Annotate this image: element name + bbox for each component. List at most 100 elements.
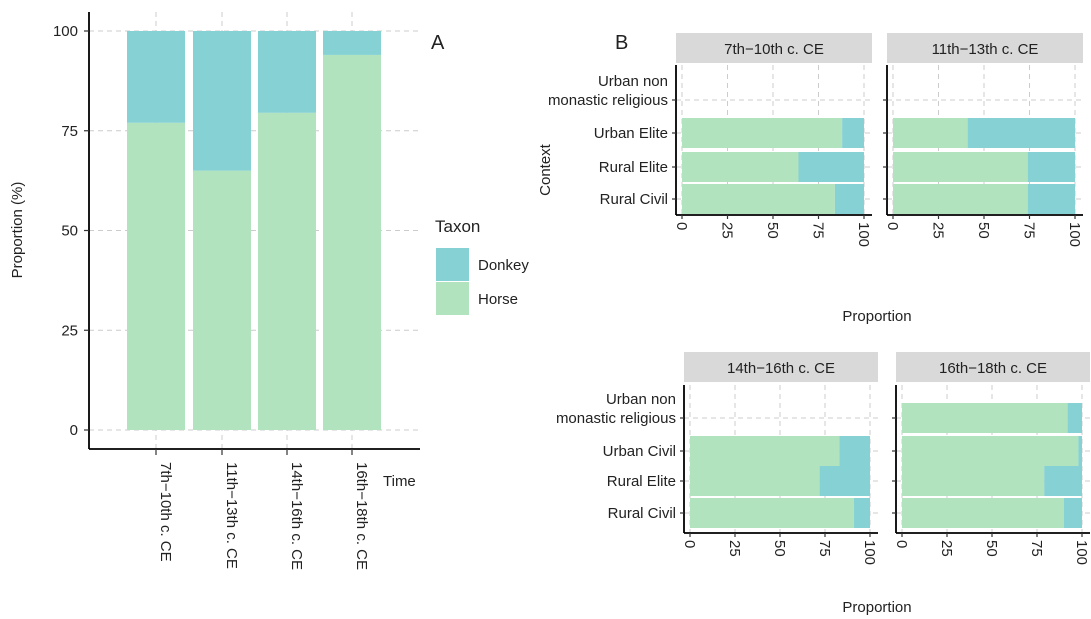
bar-donkey bbox=[819, 466, 870, 496]
x-tick-label: 75 bbox=[816, 540, 833, 557]
facet-title: 7th−10th c. CE bbox=[724, 41, 824, 58]
context-label: Rural Civil bbox=[608, 505, 676, 522]
bar-horse bbox=[893, 118, 968, 148]
facet: 7th−10th c. CE 0 25 50 75 100 bbox=[672, 33, 872, 247]
x-tick-label: 75 bbox=[1028, 540, 1045, 557]
bar-donkey bbox=[127, 31, 185, 123]
x-tick-label: 11th−13th c. CE bbox=[223, 462, 240, 569]
bar-donkey bbox=[798, 152, 864, 182]
legend-title: Taxon bbox=[435, 217, 480, 236]
x-tick-label: 25 bbox=[719, 222, 736, 239]
facet: 14th−16th c. CE 0 25 50 75 100 bbox=[680, 352, 878, 565]
legend-label-horse: Horse bbox=[478, 291, 518, 308]
bar-donkey bbox=[1078, 436, 1082, 466]
panel-b-y-label: Context bbox=[537, 143, 554, 196]
panel-a: 0 25 50 75 100 7th−10th c. CE 11th−13th c. CE… bbox=[9, 12, 529, 570]
panel-b-top-context-labels: Urban non monastic religious Urban Elite Ru… bbox=[548, 73, 668, 208]
bar-donkey bbox=[1027, 152, 1075, 182]
context-label: Rural Civil bbox=[600, 191, 668, 208]
x-tick-label: 16th−18th c. CE bbox=[353, 462, 370, 570]
bar-horse bbox=[682, 184, 835, 214]
facet-strip bbox=[896, 352, 1090, 382]
context-label: Rural Elite bbox=[599, 159, 668, 176]
bar-horse bbox=[902, 436, 1079, 466]
facet-title: 16th−18th c. CE bbox=[939, 360, 1047, 377]
bar-horse bbox=[902, 403, 1068, 433]
y-tick-label: 0 bbox=[70, 422, 78, 439]
facet: 16th−18th c. CE 0 25 50 75 100 bbox=[892, 352, 1090, 565]
y-tick-label: 75 bbox=[61, 123, 78, 140]
bar-horse bbox=[893, 152, 1028, 182]
x-tick-label: 0 bbox=[893, 540, 910, 548]
x-tick-label: 100 bbox=[1073, 540, 1090, 565]
panel-a-y-ticks: 0 25 50 75 100 bbox=[53, 23, 89, 439]
panel-a-tag: A bbox=[431, 32, 445, 54]
legend: Taxon Donkey Horse bbox=[435, 217, 529, 315]
x-tick-label: 0 bbox=[681, 540, 698, 548]
bar-horse bbox=[323, 54, 381, 430]
bar-horse bbox=[258, 112, 316, 431]
panel-a-x-ticks: 7th−10th c. CE 11th−13th c. CE 14th−16th c… bbox=[155, 449, 370, 570]
x-tick-label: 50 bbox=[975, 222, 992, 239]
bar-donkey bbox=[839, 436, 870, 466]
x-tick-label: 100 bbox=[1066, 222, 1083, 247]
panel-b-facets: 7th−10th c. CE 0 25 50 75 100 11th−13th c. CE 0… bbox=[672, 33, 1090, 565]
context-label: Urban non monastic religious bbox=[548, 73, 668, 109]
panel-a-bars bbox=[127, 31, 381, 431]
x-tick-label: 50 bbox=[771, 540, 788, 557]
panel-b-x-label-bottom: Proportion bbox=[842, 599, 911, 616]
context-label: Rural Elite bbox=[607, 473, 676, 490]
bar-horse bbox=[902, 498, 1064, 528]
legend-swatch-horse bbox=[436, 282, 469, 315]
bar-donkey bbox=[834, 184, 864, 214]
bar-horse bbox=[690, 436, 840, 466]
x-tick-label: 25 bbox=[938, 540, 955, 557]
panel-b-tag: B bbox=[615, 32, 628, 54]
x-tick-label: 100 bbox=[855, 222, 872, 247]
bar-donkey bbox=[1064, 498, 1082, 528]
facet-title: 11th−13th c. CE bbox=[932, 41, 1039, 58]
bar-horse bbox=[893, 184, 1028, 214]
facet-title: 14th−16th c. CE bbox=[727, 360, 835, 377]
context-label: Urban non monastic religious bbox=[556, 391, 676, 427]
panel-b-x-label-top: Proportion bbox=[842, 308, 911, 325]
x-tick-label: 25 bbox=[930, 222, 947, 239]
context-label: Urban Elite bbox=[594, 125, 668, 142]
bar-horse bbox=[690, 466, 820, 496]
bar-horse bbox=[127, 122, 185, 431]
bar-donkey bbox=[1027, 184, 1075, 214]
bar-donkey bbox=[842, 118, 864, 148]
panel-b: B Context Proportion Proportion Urban no… bbox=[537, 32, 1090, 616]
bar-horse bbox=[902, 466, 1045, 496]
bar-donkey bbox=[853, 498, 870, 528]
y-tick-label: 25 bbox=[61, 322, 78, 339]
bar-horse bbox=[682, 152, 799, 182]
facet-strip bbox=[887, 33, 1083, 63]
y-tick-label: 50 bbox=[61, 223, 78, 240]
x-tick-label: 0 bbox=[673, 222, 690, 230]
bar-donkey bbox=[193, 31, 251, 171]
x-tick-label: 100 bbox=[861, 540, 878, 565]
x-tick-label: 25 bbox=[726, 540, 743, 557]
x-tick-label: 50 bbox=[983, 540, 1000, 557]
legend-label-donkey: Donkey bbox=[478, 257, 529, 274]
x-tick-label: 75 bbox=[810, 222, 827, 239]
panel-a-x-label: Time bbox=[383, 473, 416, 490]
bar-horse bbox=[193, 170, 251, 430]
x-tick-label: 14th−16th c. CE bbox=[288, 462, 305, 570]
bar-donkey bbox=[258, 31, 316, 113]
context-label: Urban Civil bbox=[603, 443, 676, 460]
bar-horse bbox=[682, 118, 843, 148]
x-tick-label: 0 bbox=[884, 222, 901, 230]
facet-strip bbox=[684, 352, 878, 382]
panel-a-y-label: Proportion (%) bbox=[9, 182, 26, 279]
y-tick-label: 100 bbox=[53, 23, 78, 40]
panel-b-bottom-context-labels: Urban non monastic religious Urban Civil Ru… bbox=[556, 391, 676, 522]
facet: 11th−13th c. CE 0 25 50 75 100 bbox=[883, 33, 1083, 247]
legend-swatch-donkey bbox=[436, 248, 469, 281]
bar-donkey bbox=[323, 31, 381, 55]
x-tick-label: 50 bbox=[764, 222, 781, 239]
x-tick-label: 7th−10th c. CE bbox=[157, 462, 174, 562]
bar-donkey bbox=[1067, 403, 1082, 433]
